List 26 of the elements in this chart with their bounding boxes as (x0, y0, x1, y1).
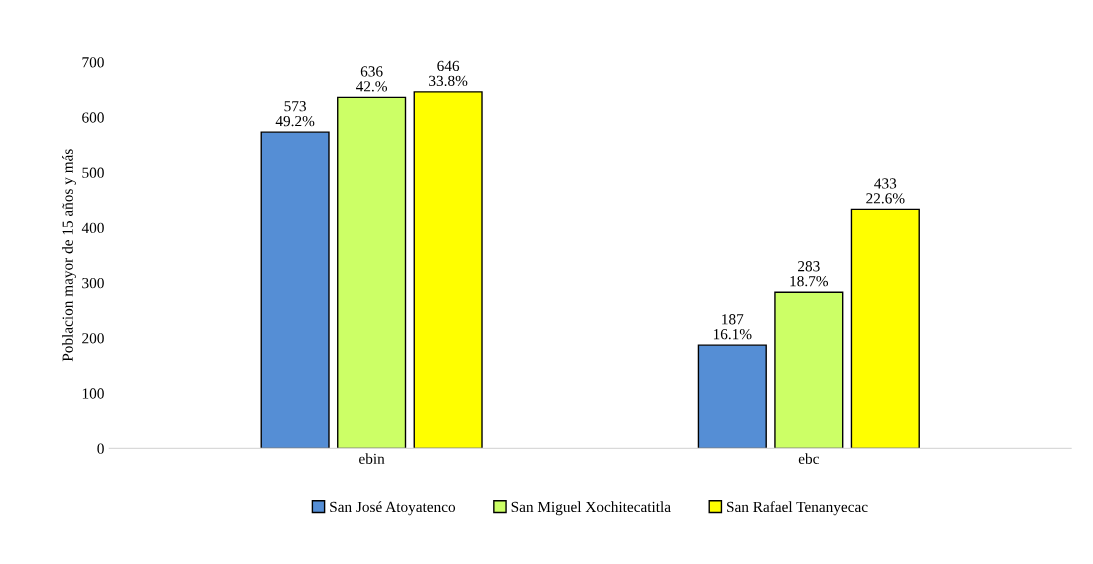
y-tick-label: 200 (82, 333, 104, 344)
data-label: 573 49.2% (275, 101, 315, 127)
data-label: 187 16.1% (713, 314, 752, 340)
data-label: 646 33.8% (429, 60, 468, 87)
data-label: 283 18.7% (790, 261, 829, 287)
legend-label: San Rafael Tenanyecac (727, 501, 868, 516)
y-tick-label: 400 (81, 222, 104, 234)
legend-label: San Miguel Xochitecatitla (511, 501, 671, 516)
bar (260, 131, 330, 449)
bar (697, 344, 767, 449)
y-axis-title: Poblacion mayor de 15 años y más (62, 149, 76, 362)
data-label: 636 42.% (356, 66, 388, 92)
x-tick-label: ebin (359, 453, 385, 464)
bar (774, 291, 844, 449)
y-tick-label: 500 (82, 167, 104, 178)
legend-label: San José Atoyatenco (330, 501, 456, 516)
x-tick-label: ebc (798, 453, 819, 464)
bar (337, 96, 407, 449)
bar (413, 91, 483, 449)
y-tick-label: 100 (82, 388, 104, 399)
bar (850, 208, 920, 449)
y-tick-label: 0 (97, 443, 104, 454)
data-label: 433 22.6% (866, 178, 905, 204)
y-tick-label: 700 (82, 57, 104, 68)
y-tick-label: 600 (82, 112, 104, 123)
y-tick-label: 300 (82, 277, 104, 289)
